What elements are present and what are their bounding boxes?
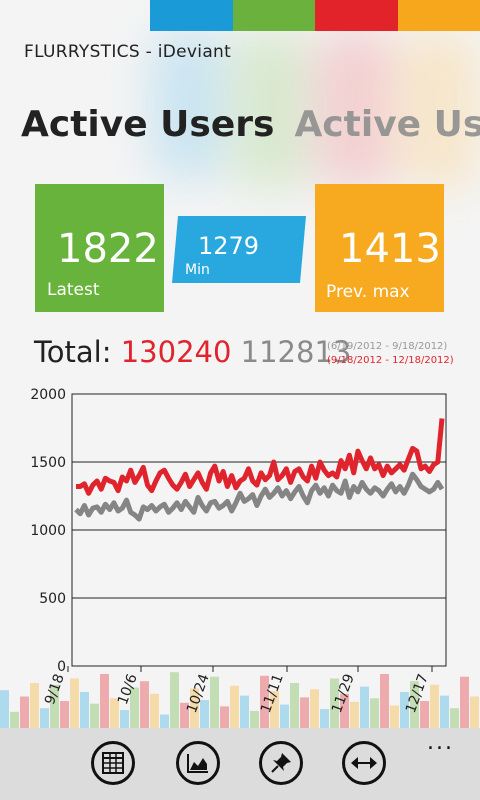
bg-blob-orange: [398, 30, 480, 190]
y-tick-label: 1000: [30, 523, 66, 539]
pivot-item-next[interactable]: Active Users: [294, 104, 480, 145]
min-tile: 1279 Min: [170, 214, 310, 285]
background-bar: [290, 683, 299, 728]
background-bar: [40, 708, 49, 728]
background-bar: [160, 714, 169, 728]
total-label: Total:: [34, 335, 112, 369]
min-value: 1279: [198, 232, 260, 260]
total-current: 130240: [120, 335, 232, 369]
background-bar: [190, 688, 199, 728]
pivot-item-active-users[interactable]: Active Users: [21, 104, 275, 145]
background-bar: [130, 687, 139, 728]
background-bar: [300, 697, 309, 728]
background-bar: [370, 698, 379, 728]
background-bar: [340, 693, 349, 728]
y-tick-label: 500: [39, 591, 66, 607]
strip-green: [232, 0, 315, 31]
strip-red: [315, 0, 398, 31]
previous-series-line: [74, 471, 445, 522]
more-icon[interactable]: ...: [427, 730, 454, 755]
chart-icon: [187, 754, 208, 773]
table-icon: [102, 752, 124, 774]
background-bar: [410, 681, 419, 728]
prev-max-tile: 1413 Prev. max: [315, 184, 444, 312]
background-bar: [200, 700, 209, 728]
color-strip: [150, 0, 480, 31]
strip-blue: [150, 0, 233, 31]
background-bar: [310, 689, 319, 728]
background-bar: [50, 684, 59, 728]
background-bar: [210, 676, 219, 728]
background-bar: [440, 695, 449, 728]
bg-blob-red: [314, 30, 398, 190]
total-previous: 112813: [240, 335, 352, 369]
background-bar: [170, 672, 179, 728]
background-bar: [270, 691, 279, 728]
latest-value: 1822: [57, 226, 159, 272]
y-tick-label: 0: [57, 659, 66, 675]
background-bar: [220, 706, 229, 728]
background-bar: [0, 690, 9, 728]
background-bar: [70, 678, 79, 728]
background-bar: [120, 710, 129, 728]
background-bar: [20, 696, 29, 728]
background-bar: [60, 701, 69, 728]
background-bar: [360, 686, 369, 728]
min-label: Min: [185, 262, 210, 278]
background-bar: [390, 705, 399, 728]
min-tile-shape: [172, 216, 306, 283]
background-bar: [30, 683, 39, 728]
table-button[interactable]: [91, 741, 135, 785]
current-range: (9/18/2012 - 12/18/2012): [327, 355, 454, 366]
previous-range: (6/19/2012 - 9/18/2012): [327, 341, 448, 352]
background-bar: [140, 681, 149, 728]
background-bar: [180, 702, 189, 728]
background-bar: [260, 675, 269, 728]
totals-row: Total: 130240 112813: [34, 335, 351, 369]
background-bar: [90, 703, 99, 728]
background-bar: [380, 674, 389, 728]
background-bar: [80, 692, 89, 728]
prev-max-label: Prev. max: [326, 282, 410, 302]
bg-blob-blue: [150, 30, 230, 180]
chart-button[interactable]: [176, 741, 220, 785]
background-bar: [350, 701, 359, 728]
background-bar: [110, 698, 119, 728]
strip-orange: [397, 0, 480, 31]
background-bar: [470, 696, 479, 728]
date-ranges: (6/19/2012 - 9/18/2012) (9/18/2012 - 12/…: [327, 340, 454, 368]
background-bar: [460, 676, 469, 728]
pin-icon: [271, 753, 291, 773]
background-bar: [230, 685, 239, 728]
pivot-header: Active Users Active Users: [21, 104, 480, 145]
pin-button[interactable]: [259, 741, 303, 785]
background-bar: [420, 701, 429, 728]
background-bar: [250, 710, 259, 728]
latest-label: Latest: [47, 280, 100, 300]
background-bar: [320, 709, 329, 728]
background-bar: [280, 704, 289, 728]
background-bar: [100, 674, 109, 728]
prev-max-value: 1413: [339, 226, 441, 272]
app-bar: ...: [0, 728, 480, 800]
background-bar: [150, 693, 159, 728]
y-tick-label: 2000: [30, 387, 66, 403]
latest-tile: 1822 Latest: [35, 184, 164, 312]
background-bar: [400, 692, 409, 728]
swap-button[interactable]: [342, 741, 386, 785]
background-bar: [10, 711, 19, 728]
y-tick-label: 1500: [30, 455, 66, 471]
bg-blob-green: [232, 30, 312, 190]
background-bar: [430, 684, 439, 728]
app-title: FLURRYSTICS - iDeviant: [24, 42, 232, 62]
swap-icon: [351, 757, 377, 769]
background-bar: [330, 678, 339, 728]
current-series-line: [76, 418, 445, 496]
background-bar: [450, 708, 459, 728]
background-bar: [240, 695, 249, 728]
